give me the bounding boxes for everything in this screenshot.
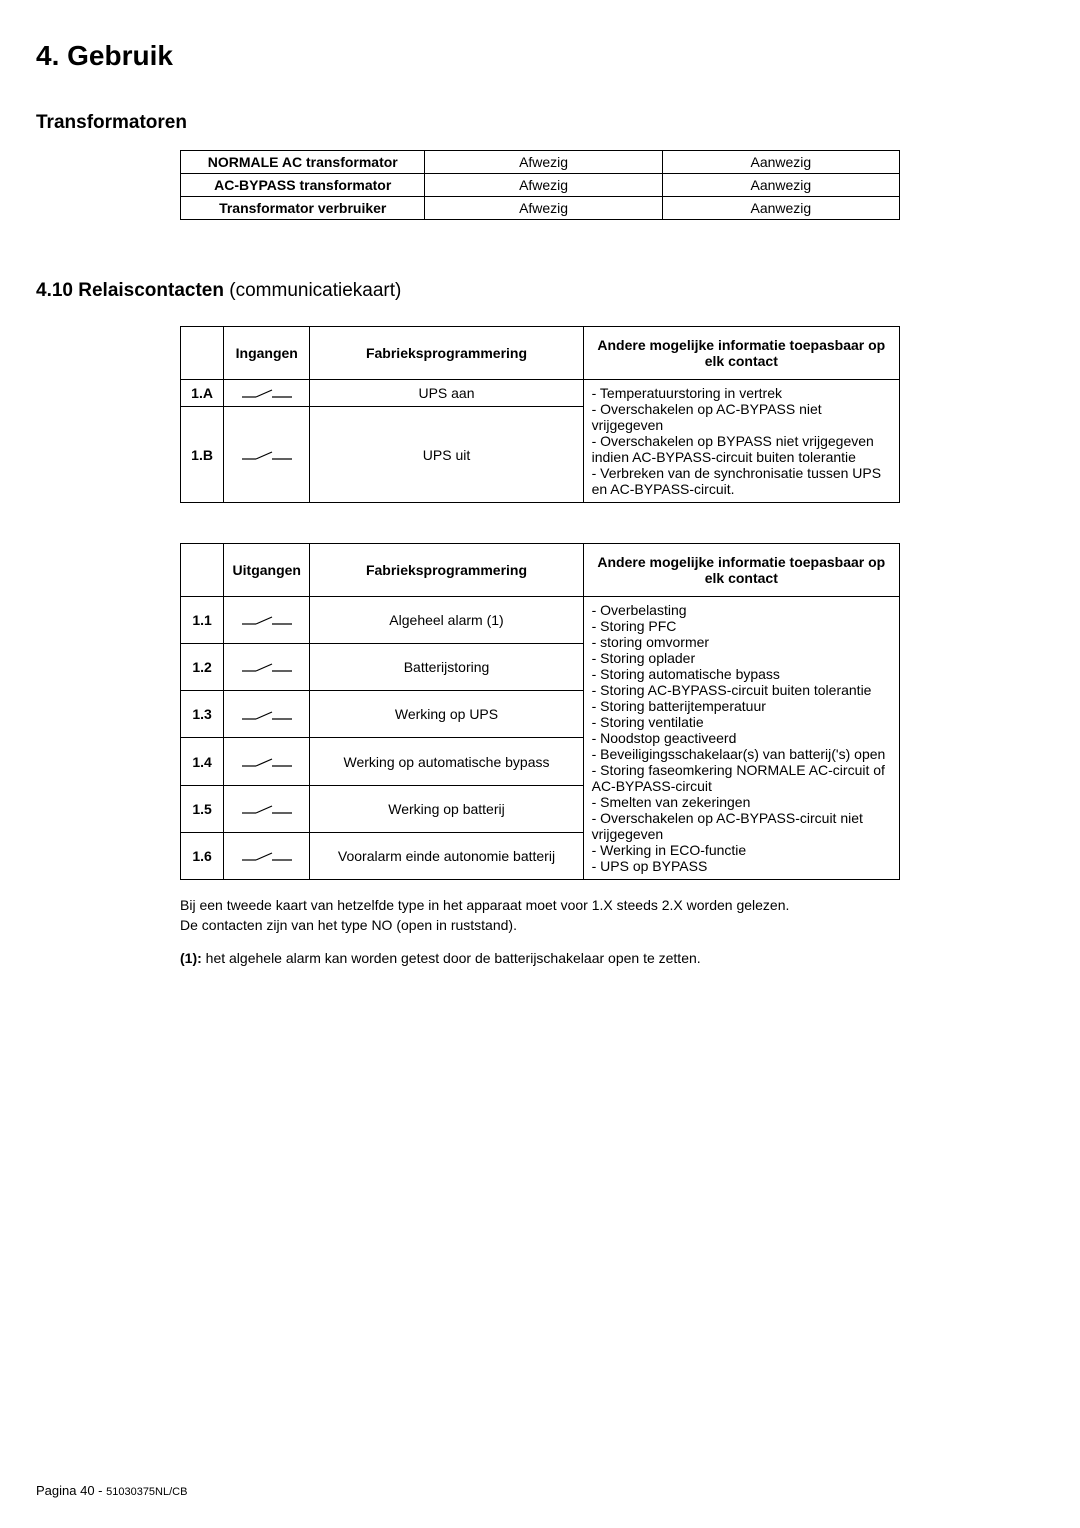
switch-symbol-cell — [224, 832, 310, 879]
switch-symbol-cell — [224, 597, 310, 644]
row-prog: Werking op UPS — [310, 691, 583, 738]
switch-symbol-cell — [224, 644, 310, 691]
switch-open-icon — [242, 803, 292, 817]
note-block: Bij een tweede kaart van hetzelfde type … — [180, 896, 900, 969]
table-row: Transformator verbruiker Afwezig Aanwezi… — [181, 197, 900, 220]
switch-open-icon — [242, 661, 292, 675]
switch-open-icon — [242, 449, 292, 463]
section-relay-sub: (communicatiekaart) — [229, 280, 401, 301]
info-cell: - Temperatuurstoring in vertrek - Oversc… — [583, 380, 899, 503]
row-prog: Algeheel alarm (1) — [310, 597, 583, 644]
switch-open-icon — [242, 614, 292, 628]
row-prog: UPS aan — [310, 380, 583, 407]
footer-page: Pagina 40 - — [36, 1483, 106, 1498]
transformer-c1: Afwezig — [425, 197, 662, 220]
row-id: 1.1 — [181, 597, 224, 644]
transformer-name: NORMALE AC transformator — [181, 151, 425, 174]
header-info: Andere mogelijke informatie toepasbaar o… — [583, 327, 899, 380]
info-line: - Noodstop geactiveerd — [592, 730, 891, 746]
transformer-c2: Aanwezig — [662, 197, 899, 220]
info-cell: - Overbelasting - Storing PFC - storing … — [583, 597, 899, 880]
row-id: 1.B — [181, 407, 224, 503]
transformer-c1: Afwezig — [425, 174, 662, 197]
switch-open-icon — [242, 709, 292, 723]
info-line: - UPS op BYPASS — [592, 858, 891, 874]
info-line: - Overschakelen op AC-BYPASS-circuit nie… — [592, 810, 891, 842]
info-line: - Storing batterijtemperatuur — [592, 698, 891, 714]
info-line: - Werking in ECO-functie — [592, 842, 891, 858]
section-relay-title: 4.10 Relaiscontacten (communicatiekaart) — [36, 280, 1044, 302]
row-id: 1.4 — [181, 738, 224, 785]
table-header-row: Ingangen Fabrieksprogrammering Andere mo… — [181, 327, 900, 380]
row-prog: Werking op batterij — [310, 785, 583, 832]
row-id: 1.5 — [181, 785, 224, 832]
info-line: - Storing PFC — [592, 618, 891, 634]
note-3-label: (1): — [180, 950, 202, 966]
header-info: Andere mogelijke informatie toepasbaar o… — [583, 544, 899, 597]
switch-symbol-cell — [224, 785, 310, 832]
row-prog: Batterijstoring — [310, 644, 583, 691]
info-line: - Beveiligingsschakelaar(s) van batterij… — [592, 746, 891, 762]
row-id: 1.2 — [181, 644, 224, 691]
relay-outputs-table: Uitgangen Fabrieksprogrammering Andere m… — [180, 543, 900, 880]
info-line: - Storing AC-BYPASS-circuit buiten toler… — [592, 682, 891, 698]
row-prog: Werking op automatische bypass — [310, 738, 583, 785]
switch-symbol-cell — [224, 380, 310, 407]
transformer-c1: Afwezig — [425, 151, 662, 174]
info-line: - Overschakelen op AC-BYPASS niet vrijge… — [592, 401, 891, 433]
note-line-1: Bij een tweede kaart van hetzelfde type … — [180, 896, 900, 916]
info-line: - Overschakelen op BYPASS niet vrijgegev… — [592, 433, 891, 465]
transformer-name: Transformator verbruiker — [181, 197, 425, 220]
info-line: - Verbreken van de synchronisatie tussen… — [592, 465, 891, 497]
section-relay-title-bold: 4.10 Relaiscontacten — [36, 280, 224, 301]
switch-symbol-cell — [224, 407, 310, 503]
info-line: - Overbelasting — [592, 602, 891, 618]
note-3-text: het algehele alarm kan worden getest doo… — [206, 950, 701, 966]
row-prog: UPS uit — [310, 407, 583, 503]
info-line: - Smelten van zekeringen — [592, 794, 891, 810]
switch-open-icon — [242, 756, 292, 770]
note-line-2: De contacten zijn van het type NO (open … — [180, 916, 900, 936]
heading-1: 4. Gebruik — [36, 40, 1044, 72]
switch-symbol-cell — [224, 691, 310, 738]
table-row: 1.1 Algeheel alarm (1) - Overbelasting -… — [181, 597, 900, 644]
info-line: - Storing ventilatie — [592, 714, 891, 730]
header-prog: Fabrieksprogrammering — [310, 544, 583, 597]
row-id: 1.6 — [181, 832, 224, 879]
switch-open-icon — [242, 387, 292, 401]
row-prog: Vooralarm einde autonomie batterij — [310, 832, 583, 879]
info-line: - storing omvormer — [592, 634, 891, 650]
table-header-row: Uitgangen Fabrieksprogrammering Andere m… — [181, 544, 900, 597]
table-row: 1.A UPS aan - Temperatuurstoring in vert… — [181, 380, 900, 407]
info-line: - Storing automatische bypass — [592, 666, 891, 682]
relay-inputs-table: Ingangen Fabrieksprogrammering Andere mo… — [180, 326, 900, 503]
info-line: - Temperatuurstoring in vertrek — [592, 385, 891, 401]
transformer-c2: Aanwezig — [662, 174, 899, 197]
table-row: NORMALE AC transformator Afwezig Aanwezi… — [181, 151, 900, 174]
transformers-table: NORMALE AC transformator Afwezig Aanwezi… — [180, 150, 900, 220]
switch-open-icon — [242, 850, 292, 864]
header-prog: Fabrieksprogrammering — [310, 327, 583, 380]
row-id: 1.A — [181, 380, 224, 407]
section-transformers-title: Transformatoren — [36, 112, 1044, 134]
page-footer: Pagina 40 - 51030375NL/CB — [36, 1483, 187, 1498]
transformer-c2: Aanwezig — [662, 151, 899, 174]
row-id: 1.3 — [181, 691, 224, 738]
info-line: - Storing faseomkering NORMALE AC-circui… — [592, 762, 891, 794]
table-row: AC-BYPASS transformator Afwezig Aanwezig — [181, 174, 900, 197]
transformer-name: AC-BYPASS transformator — [181, 174, 425, 197]
header-ingangen: Ingangen — [224, 327, 310, 380]
switch-symbol-cell — [224, 738, 310, 785]
header-uitgangen: Uitgangen — [224, 544, 310, 597]
info-line: - Storing oplader — [592, 650, 891, 666]
footer-code: 51030375NL/CB — [106, 1486, 187, 1498]
